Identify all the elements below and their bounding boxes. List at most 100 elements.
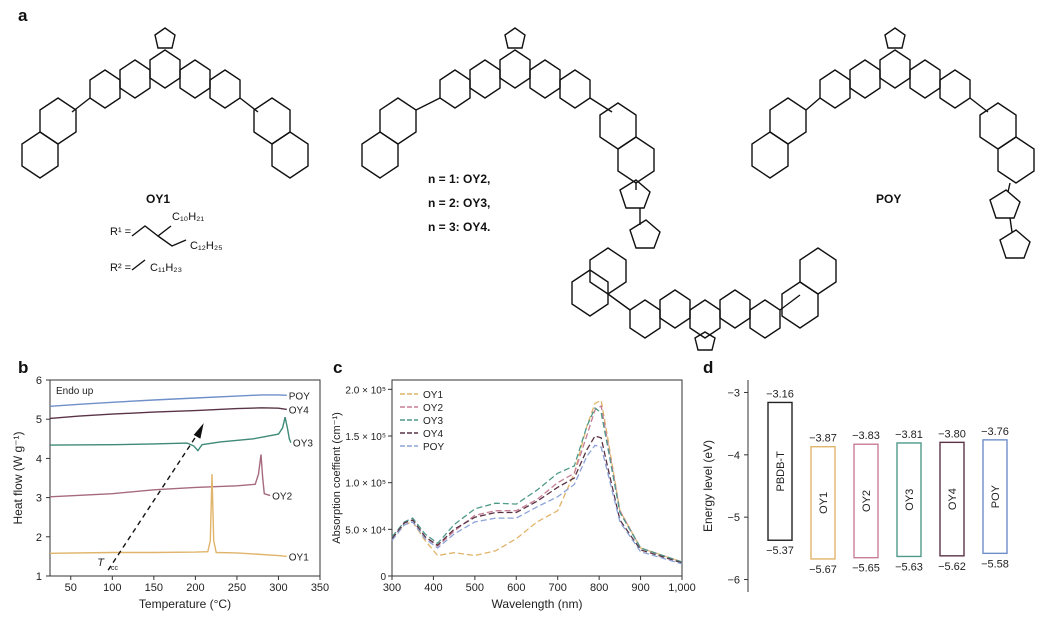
x-tick-label: 100 — [103, 582, 121, 594]
x-axis-label: Temperature (°C) — [139, 597, 231, 611]
series-line-1: n = 1: OY2, — [428, 172, 491, 186]
legend-label-oy2: OY2 — [423, 403, 443, 414]
y-tick-label: −4 — [727, 450, 740, 462]
box-name-oy1: OY1 — [818, 492, 830, 514]
y-tick-label: 6 — [36, 375, 42, 387]
trend-arrow-line — [107, 430, 201, 571]
energy-box-poy — [982, 439, 1008, 555]
r1-chain-bottom: C₁₂H₂₅ — [190, 240, 223, 252]
oy1-structure — [21, 27, 309, 179]
x-tick-label: 700 — [549, 582, 567, 594]
x-tick-label: 1,000 — [668, 582, 696, 594]
substituent-sketches — [131, 225, 187, 271]
y-tick-label: 5.0 × 10⁴ — [345, 525, 386, 536]
series-label-oy3: OY3 — [293, 439, 313, 450]
r1-label: R¹ = — [110, 226, 132, 238]
series-line-oy3 — [391, 406, 683, 563]
series-line-poy — [391, 444, 683, 565]
y-tick-label: −3 — [727, 387, 740, 399]
series-line-oy2 — [49, 454, 271, 498]
homo-label-pbdb-t: −5.37 — [766, 545, 794, 557]
series-line-oy1 — [391, 399, 683, 563]
energy-box-pbdb-t — [767, 401, 793, 541]
series-line-oy4 — [49, 407, 287, 420]
x-tick-label: 200 — [186, 582, 204, 594]
homo-label-oy3: −5.63 — [895, 561, 923, 573]
tcc-label: T — [97, 557, 105, 569]
r2-label: R² = — [110, 262, 132, 274]
series-line-3: n = 3: OY4. — [428, 220, 491, 234]
series-line-oy3 — [49, 417, 292, 452]
panel-label-a: a — [18, 6, 28, 25]
y-tick-label: 1.5 × 10⁵ — [345, 432, 386, 443]
homo-label-oy2: −5.65 — [852, 563, 880, 575]
x-tick-label: 300 — [383, 582, 401, 594]
panel-label-d: d — [703, 358, 714, 377]
box-name-pbdb-t: PBDB-T — [775, 451, 787, 492]
y-tick-label: 1.0 × 10⁵ — [345, 479, 386, 490]
trend-arrow-head — [193, 423, 204, 439]
panel-label-c: c — [333, 358, 343, 377]
x-tick-label: 300 — [269, 582, 287, 594]
y-tick-label: 2.0 × 10⁵ — [345, 385, 386, 396]
series-label-oy1: OY1 — [289, 552, 309, 563]
series-label-oy4: OY4 — [289, 405, 309, 416]
energy-box-oy4 — [939, 441, 965, 557]
lumo-label-poy: −3.76 — [981, 426, 1009, 438]
legend-label-oy3: OY3 — [423, 416, 443, 427]
energy-box-oy3 — [896, 442, 922, 558]
dsc-chart: 50 100 150 200 250 300 350 1 2 3 4 5 6 Temperature (°… — [11, 375, 329, 611]
y-tick-label: 0 — [380, 572, 386, 583]
y-axis-label: Energy level (eV) — [701, 440, 715, 532]
box-name-oy2: OY2 — [861, 490, 873, 512]
oy-series-structure — [361, 27, 837, 351]
lumo-label-oy1: −3.87 — [809, 433, 837, 445]
x-tick-label: 400 — [424, 582, 442, 594]
energy-box-oy2 — [853, 443, 879, 559]
legend-label-oy4: OY4 — [423, 429, 443, 440]
series-line-oy1 — [49, 474, 287, 558]
x-tick-label: 150 — [145, 582, 163, 594]
absorption-chart: 300 400 500 600 700 800 900 1,000 0 5.0 × 10⁴ 1.0 … — [331, 379, 696, 611]
x-tick-label: 500 — [466, 582, 484, 594]
r1-chain-top: C₁₀H₂₁ — [172, 211, 205, 223]
y-tick-label: 1 — [36, 571, 42, 583]
oy1-label: OY1 — [146, 192, 171, 206]
homo-label-oy1: −5.67 — [809, 564, 837, 576]
x-tick-label: 350 — [311, 582, 329, 594]
plot-frame — [49, 379, 321, 577]
x-axis-label: Wavelength (nm) — [492, 597, 583, 611]
lumo-label-oy4: −3.80 — [938, 428, 966, 440]
box-name-oy3: OY3 — [904, 489, 916, 511]
x-tick-label: 900 — [631, 582, 649, 594]
box-name-oy4: OY4 — [947, 488, 959, 510]
legend-label-oy1: OY1 — [423, 390, 443, 401]
chemical-structures — [21, 27, 1035, 351]
series-line-poy — [49, 394, 287, 407]
lumo-label-oy2: −3.83 — [852, 430, 880, 442]
lumo-label-oy3: −3.81 — [895, 429, 923, 441]
series-label-oy2: OY2 — [272, 492, 292, 503]
y-axis-label: Absorption coeffient (cm⁻¹) — [331, 412, 343, 544]
plot-frame — [391, 379, 683, 577]
series-line-oy4 — [391, 435, 683, 564]
y-tick-label: 3 — [36, 493, 42, 505]
poy-structure — [751, 27, 1035, 259]
y-axis-label: Heat flow (W g⁻¹) — [11, 431, 25, 524]
tcc-subscript: cc — [111, 565, 119, 572]
x-tick-label: 50 — [65, 582, 77, 594]
lumo-label-pbdb-t: −3.16 — [766, 388, 794, 400]
x-tick-label: 800 — [590, 582, 608, 594]
x-tick-label: 600 — [507, 582, 525, 594]
y-tick-label: −5 — [727, 512, 740, 524]
homo-label-poy: −5.58 — [981, 558, 1009, 570]
series-line-2: n = 2: OY3, — [428, 196, 491, 210]
y-tick-label: 4 — [36, 453, 42, 465]
legend-label-poy: POY — [423, 442, 444, 453]
series-label-poy: POY — [289, 391, 310, 402]
poy-label: POY — [876, 192, 902, 206]
box-name-poy: POY — [990, 484, 1002, 508]
endo-up-annotation: Endo up — [56, 386, 94, 397]
y-tick-label: 5 — [36, 414, 42, 426]
x-tick-label: 250 — [228, 582, 246, 594]
